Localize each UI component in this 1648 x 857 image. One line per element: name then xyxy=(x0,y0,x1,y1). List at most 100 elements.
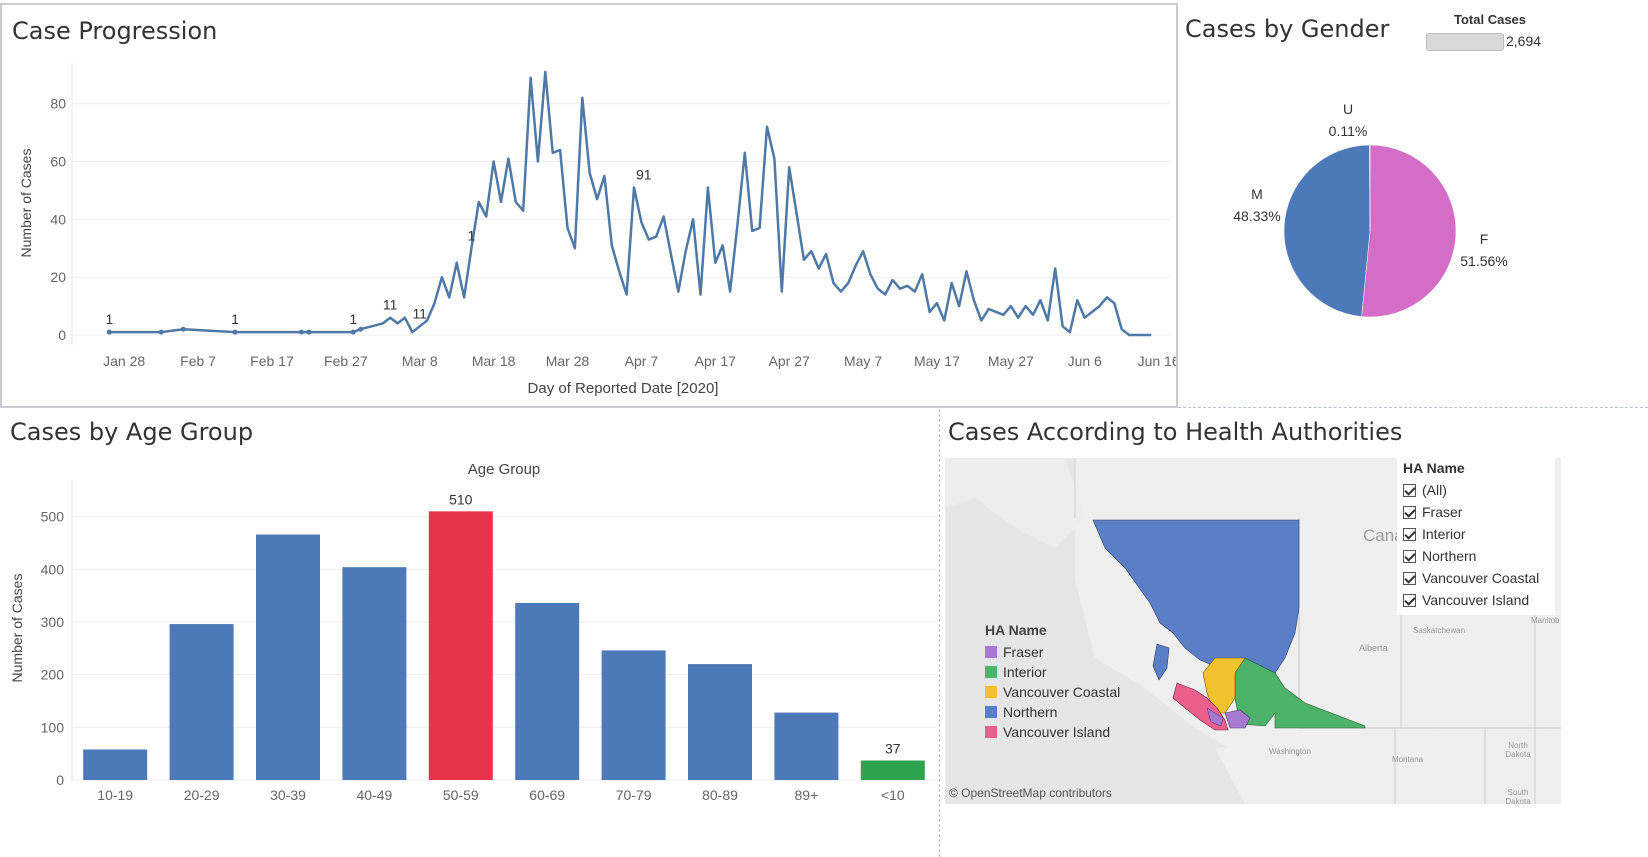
pie-slice-percent: 51.56% xyxy=(1460,253,1507,269)
x-tick-label: May 27 xyxy=(988,353,1034,369)
y-tick-label: 0 xyxy=(56,772,64,788)
filter-option-all[interactable]: (All) xyxy=(1403,479,1551,501)
data-point[interactable] xyxy=(306,329,312,335)
bar-20-29[interactable] xyxy=(169,624,234,780)
data-point[interactable] xyxy=(232,329,238,335)
total-cases-bar xyxy=(1426,33,1504,51)
x-tick-label: 20-29 xyxy=(184,787,220,803)
map-place-label: Alberta xyxy=(1359,643,1388,653)
pie-slice-label: F xyxy=(1480,231,1489,247)
x-tick-label: 80-89 xyxy=(702,787,738,803)
divider-horizontal xyxy=(1178,407,1648,408)
x-tick-label: Mar 28 xyxy=(546,353,590,369)
map-place-label: North Dakota xyxy=(1505,741,1531,759)
legend-item[interactable]: Northern xyxy=(985,702,1120,722)
legend-item[interactable]: Vancouver Island xyxy=(985,722,1120,742)
filter-option-label: Vancouver Coastal xyxy=(1422,570,1540,586)
checkbox[interactable] xyxy=(1403,483,1416,497)
x-tick-label: 70-79 xyxy=(616,787,652,803)
region-fraser xyxy=(1224,709,1251,729)
y-tick-label: 200 xyxy=(41,667,65,683)
legend-item[interactable]: Vancouver Coastal xyxy=(985,682,1120,702)
data-label: 11 xyxy=(412,305,427,321)
y-tick-label: 300 xyxy=(41,614,65,630)
x-tick-label: Feb 17 xyxy=(250,353,294,369)
x-tick-label: Jun 16 xyxy=(1138,353,1176,369)
map-attribution[interactable]: © OpenStreetMap contributors xyxy=(949,786,1112,800)
total-cases-label: Total Cases xyxy=(1454,12,1527,27)
x-tick-label: 89+ xyxy=(795,787,819,803)
divider-vertical xyxy=(939,409,940,857)
legend-swatch xyxy=(985,686,997,698)
pie-slice-label: U xyxy=(1343,101,1353,117)
x-tick-label: Apr 17 xyxy=(695,353,736,369)
bar-40-49[interactable] xyxy=(342,567,407,780)
data-label: 91 xyxy=(636,167,652,183)
gender-panel: Cases by Gender Total Cases 2,694 F 51.56… xyxy=(1178,3,1648,408)
bar-89+[interactable] xyxy=(774,712,839,780)
bar-60-69[interactable] xyxy=(515,603,580,780)
bar-70-79[interactable] xyxy=(601,650,666,780)
filter-option-vancouver-coastal[interactable]: Vancouver Coastal xyxy=(1403,567,1551,589)
data-label: 1 xyxy=(349,311,357,327)
x-tick-label: Jan 28 xyxy=(103,353,145,369)
pie-slice-m[interactable] xyxy=(1283,144,1371,317)
x-tick-label: <10 xyxy=(881,787,905,803)
bar-10-19[interactable] xyxy=(83,749,148,780)
data-point[interactable] xyxy=(299,329,304,335)
pie-slice-f[interactable] xyxy=(1361,144,1457,318)
bar-50-59[interactable] xyxy=(428,511,493,780)
y-tick-label: 100 xyxy=(41,719,65,735)
map-panel: Cases According to Health Authorities xyxy=(941,410,1648,857)
x-tick-label: Feb 7 xyxy=(180,353,216,369)
case-line[interactable] xyxy=(109,70,1152,337)
checkbox[interactable] xyxy=(1403,593,1416,607)
x-tick-label: May 7 xyxy=(844,353,882,369)
filter-option-interior[interactable]: Interior xyxy=(1403,523,1551,545)
checkbox[interactable] xyxy=(1403,549,1416,563)
y-tick-label: 80 xyxy=(50,96,66,112)
x-tick-label: 30-39 xyxy=(270,787,306,803)
case-progression-chart[interactable]: 0 20 40 60 80 Jan 28 Feb 7 Feb 17 Feb 27 Mar 8 Mar… xyxy=(2,5,1176,406)
case-progression-panel: Case Progression 0 20 40 60 80 Jan 28 Feb 7 Feb… xyxy=(0,3,1178,408)
x-tick-label: 60-69 xyxy=(529,787,565,803)
filter-option-label: Northern xyxy=(1422,548,1477,564)
age-bar-chart[interactable]: Age Group 0 100 200 300 400 500 Number of Cases… xyxy=(0,410,938,857)
age-title: Cases by Age Group xyxy=(10,418,254,446)
total-cases-value: 2,694 xyxy=(1506,33,1542,49)
gender-pie-chart[interactable]: F 51.56% M 48.33% U 0.11% xyxy=(1178,48,1648,408)
checkbox[interactable] xyxy=(1403,527,1416,541)
bar-30-39[interactable] xyxy=(256,534,320,780)
filter-option-vancouver-island[interactable]: Vancouver Island xyxy=(1403,589,1551,611)
legend-item[interactable]: Fraser xyxy=(985,642,1120,662)
filter-option-label: Interior xyxy=(1422,526,1466,542)
x-tick-label: May 17 xyxy=(914,353,960,369)
data-point[interactable] xyxy=(350,329,356,335)
y-axis-title: Number of Cases xyxy=(18,149,34,258)
legend-item[interactable]: Interior xyxy=(985,662,1120,682)
data-point[interactable] xyxy=(358,326,364,332)
map-title: Cases According to Health Authorities xyxy=(948,418,1403,446)
checkbox[interactable] xyxy=(1403,505,1416,519)
x-tick-label: 50-59 xyxy=(443,787,479,803)
filter-option-fraser[interactable]: Fraser xyxy=(1403,501,1551,523)
x-tick-label: Jun 6 xyxy=(1068,353,1102,369)
map-place-label: Montana xyxy=(1392,755,1424,764)
gender-title: Cases by Gender xyxy=(1185,15,1390,43)
checkbox[interactable] xyxy=(1403,571,1416,585)
data-point[interactable] xyxy=(180,326,186,332)
pie-slice-u[interactable] xyxy=(1369,144,1371,232)
bar-chart-header: Age Group xyxy=(468,461,541,478)
map-place-label: South Dakota xyxy=(1505,788,1531,804)
y-tick-label: 0 xyxy=(58,327,66,343)
bar-<10[interactable] xyxy=(860,760,925,780)
map-place-label: Washington xyxy=(1269,747,1311,756)
bar-80-89[interactable] xyxy=(688,664,752,780)
x-tick-label: Mar 18 xyxy=(472,353,516,369)
data-point[interactable] xyxy=(158,329,164,335)
legend-label: Vancouver Island xyxy=(1003,724,1111,740)
map-place-label: Saskatchewan xyxy=(1413,626,1466,635)
data-point[interactable] xyxy=(106,329,112,335)
filter-option-northern[interactable]: Northern xyxy=(1403,545,1551,567)
legend-label: Vancouver Coastal xyxy=(1003,684,1121,700)
